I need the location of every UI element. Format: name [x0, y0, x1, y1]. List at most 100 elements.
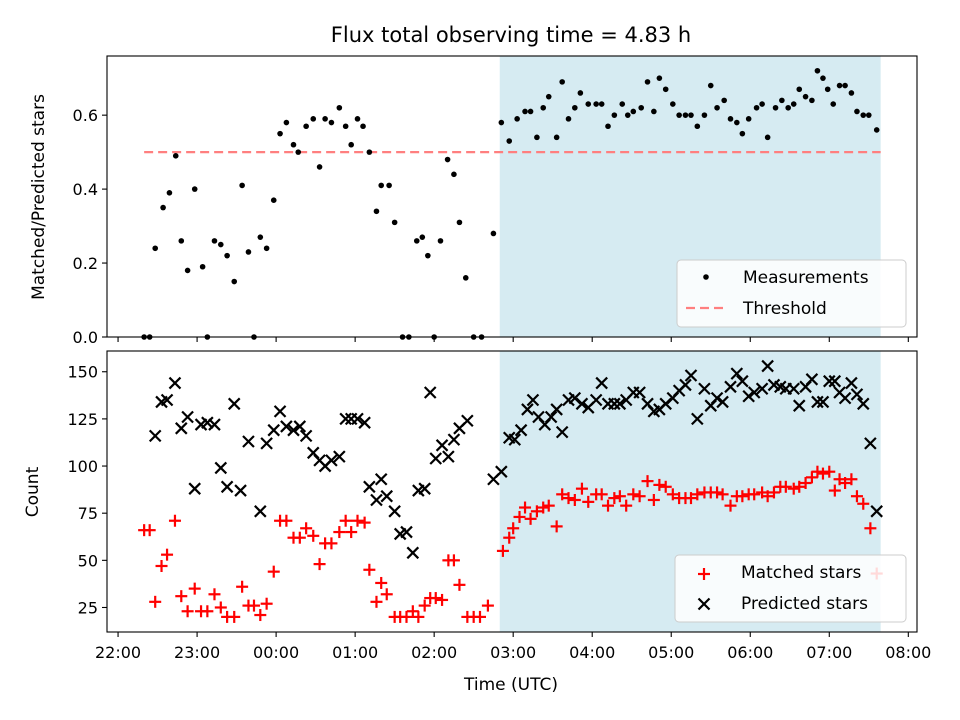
matched-star-point: [370, 595, 383, 608]
measurement-point: [152, 245, 159, 252]
bottom-axes-frame: [106, 350, 918, 633]
measurement-point: [630, 108, 637, 115]
matched-star-point: [260, 597, 273, 610]
predicted-star-point: [508, 433, 522, 446]
measurement-point: [854, 108, 860, 115]
matched-star-point: [181, 605, 194, 618]
predicted-star-point: [374, 472, 388, 486]
matched-star-point: [850, 490, 863, 503]
matched-star-point: [684, 492, 697, 505]
measurement-point: [366, 149, 373, 155]
x-tick-label: 22:00: [95, 643, 141, 662]
matched-star-point: [575, 482, 588, 495]
predicted-star-point: [388, 505, 401, 518]
measurement-point: [283, 119, 290, 126]
predicted-star-point: [544, 410, 558, 424]
predicted-star-point: [175, 422, 188, 435]
matched-star-point: [214, 601, 227, 614]
measurement-point: [694, 123, 701, 130]
measurement-point: [506, 138, 513, 144]
measurement-point: [734, 119, 740, 126]
measurement-point: [824, 86, 831, 93]
matched-star-point: [823, 465, 836, 478]
matched-star-point: [562, 492, 575, 505]
top-panel: 0.0 0.2 0.4 0.6 Matched/Predicted stars Mea…: [29, 55, 918, 347]
measurement-point: [419, 234, 426, 240]
predicted-star-point: [201, 416, 214, 429]
predicted-star-point: [242, 435, 255, 448]
matched-star-point: [513, 510, 526, 523]
measurement-point: [217, 241, 224, 248]
matched-stars-points: [138, 465, 883, 623]
x-axis-label: Time (UTC): [463, 675, 558, 695]
predicted-star-point: [684, 369, 698, 382]
predicted-star-point: [595, 376, 608, 390]
predicted-star-point: [730, 367, 744, 380]
matched-star-point: [280, 514, 293, 527]
measurement-point: [585, 101, 592, 107]
matched-star-point: [839, 477, 852, 490]
predicted-star-point: [287, 423, 300, 437]
measurement-point: [166, 190, 173, 196]
predicted-star-point: [747, 386, 761, 399]
measurement-point: [753, 104, 760, 111]
predicted-star-point: [160, 393, 174, 407]
measurement-point: [257, 234, 264, 240]
measurement-point: [656, 75, 663, 81]
matched-star-point: [761, 490, 774, 503]
matched-star-point: [659, 480, 672, 493]
measurement-point: [378, 182, 385, 189]
measurement-point: [348, 141, 354, 148]
matched-star-point: [380, 588, 393, 601]
measurement-point: [342, 123, 349, 130]
measurement-point: [624, 112, 631, 118]
predicted-star-point: [755, 382, 769, 395]
predicted-star-point: [589, 393, 603, 407]
top-x-ticks: [117, 337, 909, 342]
x-tick-label: 05:00: [648, 643, 694, 662]
matched-star-point: [613, 490, 626, 503]
chart-title: Flux total observing time = 4.83 h: [331, 23, 691, 47]
matched-star-point: [793, 480, 806, 493]
matched-star-point: [436, 593, 449, 606]
measurement-point: [444, 156, 451, 163]
matched-star-point: [453, 578, 466, 591]
matched-star-point: [418, 599, 431, 612]
predicted-star-point: [339, 412, 352, 426]
legend-plus-glyph: [698, 568, 710, 580]
legend-matched-label: Matched stars: [741, 563, 861, 583]
matched-star-point: [300, 522, 313, 535]
predicted-star-point: [234, 484, 247, 497]
x-tick-label: 02:00: [411, 643, 457, 662]
matched-star-point: [496, 544, 509, 557]
predicted-star-point: [823, 374, 836, 388]
predicted-star-point: [845, 376, 858, 390]
bottom-y-ticks: 25 50 75 100 125 150: [67, 363, 107, 617]
predicted-star-point: [333, 450, 346, 463]
matched-star-point: [653, 478, 666, 491]
matched-star-point: [542, 499, 555, 512]
measurement-point: [373, 208, 380, 215]
measurement-point: [721, 97, 727, 104]
matched-star-point: [799, 477, 812, 490]
predicted-star-point: [370, 493, 383, 507]
legend-predicted-label: Predicted stars: [741, 594, 868, 614]
predicted-star-point: [698, 382, 711, 395]
measurement-point: [682, 112, 689, 118]
top-legend-box: [676, 259, 907, 328]
measurement-point: [707, 82, 714, 89]
measurement-point: [545, 93, 552, 100]
matched-star-point: [519, 501, 532, 514]
measurement-point: [522, 108, 528, 115]
measurement-point: [662, 86, 669, 93]
measurement-point: [814, 67, 821, 74]
predicted-star-point: [461, 414, 474, 428]
measurement-point: [553, 134, 560, 141]
bottom-legend-box: [674, 554, 907, 623]
matched-star-point: [400, 610, 413, 623]
measurement-point: [860, 112, 867, 118]
matched-star-point: [811, 465, 824, 478]
matched-star-point: [647, 493, 660, 506]
predicted-star-point: [168, 376, 182, 390]
matched-star-point: [857, 497, 870, 510]
